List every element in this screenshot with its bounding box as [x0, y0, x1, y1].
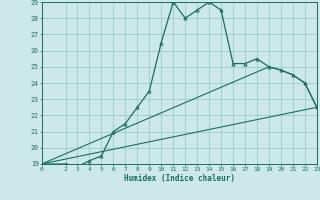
X-axis label: Humidex (Indice chaleur): Humidex (Indice chaleur) — [124, 174, 235, 183]
